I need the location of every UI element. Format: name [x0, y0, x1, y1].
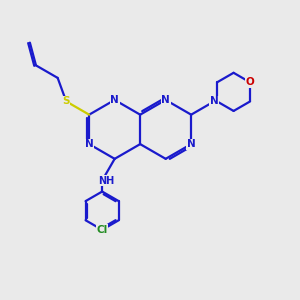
Text: N: N [85, 139, 94, 149]
Text: N: N [110, 95, 119, 105]
Text: O: O [246, 77, 254, 87]
Text: Cl: Cl [97, 225, 108, 235]
Text: S: S [62, 96, 70, 106]
Text: N: N [187, 139, 196, 149]
Text: N: N [161, 95, 170, 105]
Text: N: N [210, 96, 218, 106]
Text: NH: NH [98, 176, 115, 185]
